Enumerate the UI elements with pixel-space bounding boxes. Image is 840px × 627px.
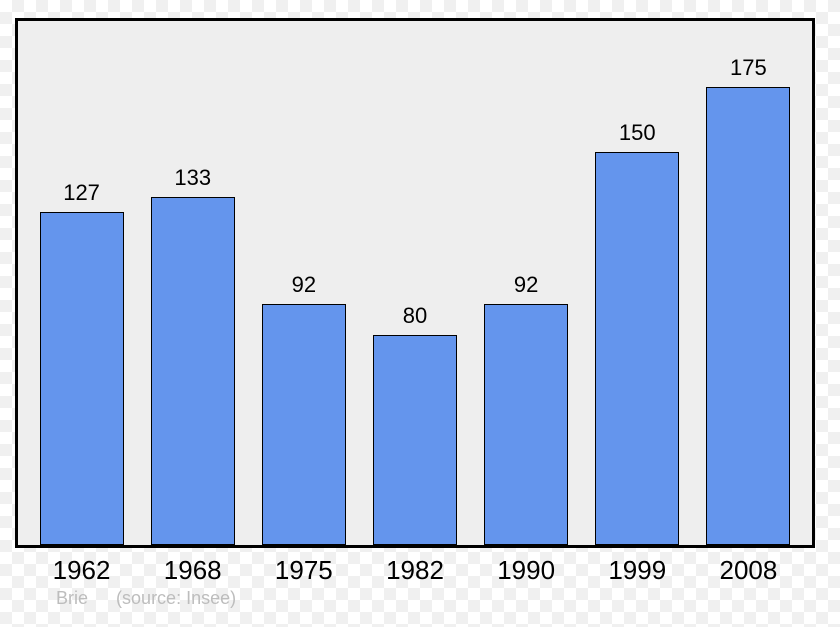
x-axis-label: 1982: [359, 555, 470, 586]
bars-row: 127133 928092 150 175: [18, 21, 812, 545]
x-axis-label: 1975: [248, 555, 359, 586]
bar: [151, 197, 235, 545]
x-axis-label: 1990: [471, 555, 582, 586]
bar: [373, 335, 457, 545]
bar: [595, 152, 679, 545]
bar-slot: 92: [248, 21, 359, 545]
bar-slot: 150: [582, 21, 693, 545]
plot-area: 127133 928092 150 175: [18, 21, 812, 545]
bar-slot: 80: [359, 21, 470, 545]
chart-frame: 127133 928092 150 175: [15, 18, 815, 548]
bar-slot: 127: [26, 21, 137, 545]
caption-place: Brie: [56, 588, 88, 608]
x-axis-label: 1968: [137, 555, 248, 586]
canvas: 127133928092150175 196219681975198219901…: [0, 0, 840, 627]
bar: [484, 304, 568, 545]
bar-value-label: 92: [248, 272, 359, 298]
bar-value-label: 150: [582, 120, 693, 146]
bar-value-label: 80: [359, 303, 470, 329]
caption-source: (source: Insee): [116, 588, 236, 608]
bar: [262, 304, 346, 545]
bar: [40, 212, 124, 545]
x-axis-label: 1999: [582, 555, 693, 586]
x-axis-label: 2008: [693, 555, 804, 586]
x-axis-labels: 1962196819751982199019992008: [26, 555, 804, 586]
x-axis-label: 1962: [26, 555, 137, 586]
bar-value-label: 127: [26, 180, 137, 206]
bar-slot: 92: [471, 21, 582, 545]
bar-value-label: 133: [137, 165, 248, 191]
bar-slot: 175: [693, 21, 804, 545]
chart-caption: Brie (source: Insee): [56, 588, 236, 609]
bar-value-label: 92: [471, 272, 582, 298]
bar-value-label: 175: [693, 55, 804, 81]
bar-slot: 133: [137, 21, 248, 545]
bar: [706, 87, 790, 546]
